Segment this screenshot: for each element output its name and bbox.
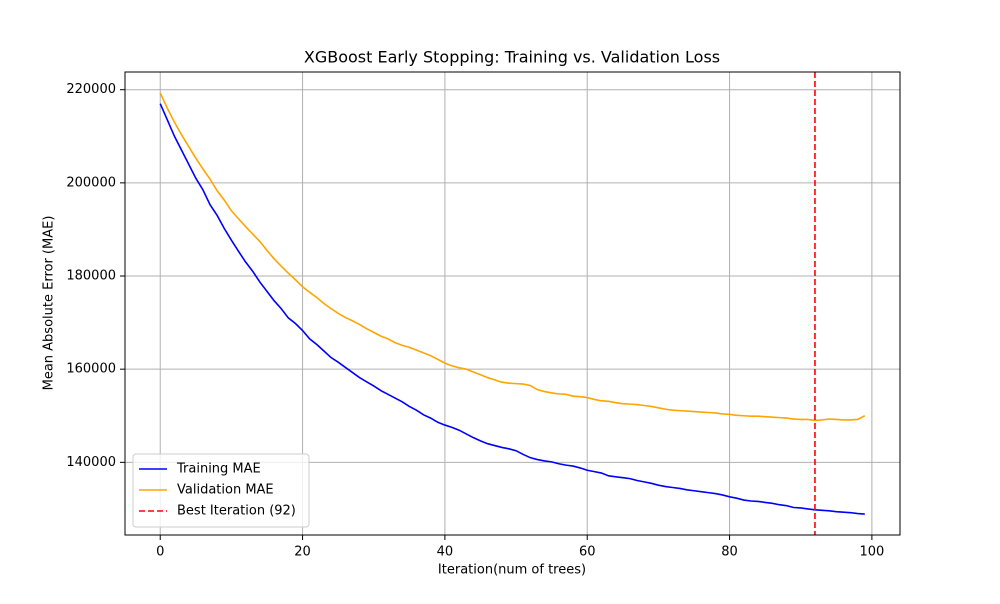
chart-title: XGBoost Early Stopping: Training vs. Val… <box>304 48 720 67</box>
legend-box <box>132 453 310 528</box>
x-tick-label: 20 <box>294 545 311 560</box>
x-tick-label: 40 <box>437 545 454 560</box>
y-tick-label: 180000 <box>66 269 116 284</box>
legend-label: Training MAE <box>176 462 261 477</box>
series-line <box>159 103 865 515</box>
y-tick-label: 140000 <box>66 455 116 470</box>
y-axis-label: Mean Absolute Error (MAE) <box>42 216 57 391</box>
x-tick-label: 60 <box>579 545 596 560</box>
series-line <box>159 92 866 422</box>
x-axis-label: Iteration(num of trees) <box>438 563 586 578</box>
x-tick-label: 80 <box>721 545 738 560</box>
y-tick-label: 200000 <box>66 175 116 190</box>
plot-frame <box>124 71 901 536</box>
x-tick-label: 100 <box>859 545 884 560</box>
y-tick-label: 160000 <box>66 362 116 377</box>
x-tick-label: 0 <box>156 545 164 560</box>
legend-label: Validation MAE <box>177 483 274 498</box>
y-tick-label: 220000 <box>66 82 116 97</box>
legend-label: Best Iteration (92) <box>177 504 296 519</box>
